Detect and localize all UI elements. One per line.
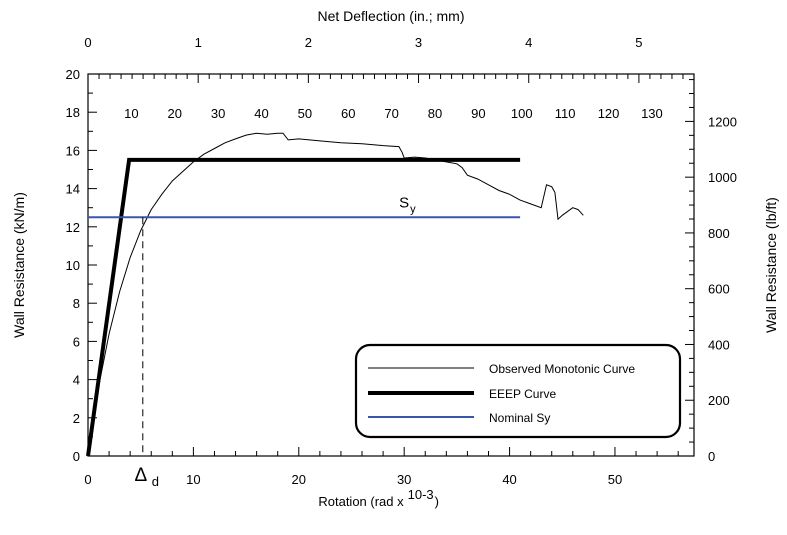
delta-d-symbol: Δ xyxy=(134,465,147,486)
mm-scale-label: 80 xyxy=(428,106,442,121)
right-axis-tick-label: 1200 xyxy=(708,114,737,129)
bottom-axis-title-close: ) xyxy=(435,494,439,509)
left-axis-tick-label: 16 xyxy=(66,143,80,158)
mm-scale-label: 30 xyxy=(211,106,225,121)
mm-scale-label: 110 xyxy=(555,106,576,121)
right-axis-title: Wall Resistance (lb/ft) xyxy=(763,197,779,333)
mm-scale-label: 70 xyxy=(384,106,398,121)
bottom-axis-tick-label: 30 xyxy=(397,472,411,487)
left-axis-title: Wall Resistance (kN/m) xyxy=(11,192,27,338)
top-axis-tick-label: 4 xyxy=(525,35,532,50)
legend-label-nominal: Nominal Sy xyxy=(489,411,550,425)
top-axis-tick-label: 2 xyxy=(305,35,312,50)
left-axis-tick-label: 2 xyxy=(73,411,80,426)
right-axis-tick-label: 600 xyxy=(708,282,730,297)
left-axis-tick-label: 18 xyxy=(66,105,80,120)
mm-scale-label: 20 xyxy=(168,106,182,121)
mm-scale-label: 120 xyxy=(598,106,620,121)
mm-scale-label: 40 xyxy=(254,106,268,121)
right-axis-tick-label: 800 xyxy=(708,226,730,241)
mm-scale-label: 50 xyxy=(298,106,312,121)
legend: Observed Monotonic Curve EEEP Curve Nomi… xyxy=(354,343,682,439)
top-axis-tick-label: 0 xyxy=(84,35,91,50)
series-eeep-curve xyxy=(86,157,521,457)
mm-scale-label: 90 xyxy=(471,106,485,121)
bottom-axis-title: Rotation (rad x xyxy=(318,494,404,509)
top-axis-tick-label: 1 xyxy=(195,35,202,50)
mm-scale-label: 130 xyxy=(641,106,663,121)
left-axis-tick-label: 20 xyxy=(66,67,80,82)
bottom-axis-tick-label: 50 xyxy=(608,472,622,487)
right-axis-tick-label: 400 xyxy=(708,337,730,352)
top-axis-tick-label: 3 xyxy=(415,35,422,50)
left-axis-tick-label: 8 xyxy=(73,296,80,311)
mm-scale-label: 10 xyxy=(124,106,138,121)
delta-d-subscript: d xyxy=(152,474,159,489)
sy-symbol: S xyxy=(399,194,409,211)
bottom-axis-tick-label: 20 xyxy=(292,472,306,487)
left-axis-tick-label: 12 xyxy=(66,220,80,235)
mm-scale-label: 60 xyxy=(341,106,355,121)
top-axis-title: Net Deflection (in.; mm) xyxy=(317,8,464,24)
legend-label-eeep: EEEP Curve xyxy=(489,387,556,401)
left-axis-tick-label: 4 xyxy=(73,373,80,388)
mm-scale-label: 100 xyxy=(511,106,533,121)
left-axis-tick-label: 0 xyxy=(73,449,80,464)
right-axis-tick-label: 200 xyxy=(708,393,730,408)
top-axis-tick-label: 5 xyxy=(635,35,642,50)
bottom-axis-tick-label: 10 xyxy=(186,472,200,487)
bottom-axis-tick-label: 0 xyxy=(84,472,91,487)
left-axis-tick-label: 6 xyxy=(73,334,80,349)
series-observed-monotonic-curve xyxy=(87,132,584,457)
left-axis-tick-label: 14 xyxy=(66,182,80,197)
bottom-axis-title-exponent: 10-3 xyxy=(408,487,434,502)
bottom-axis-tick-label: 40 xyxy=(502,472,516,487)
legend-label-observed: Observed Monotonic Curve xyxy=(489,362,635,376)
left-axis-tick-label: 10 xyxy=(66,258,80,273)
right-axis-tick-label: 1000 xyxy=(708,170,737,185)
right-axis-tick-label: 0 xyxy=(708,449,715,464)
sy-subscript: y xyxy=(410,203,416,215)
